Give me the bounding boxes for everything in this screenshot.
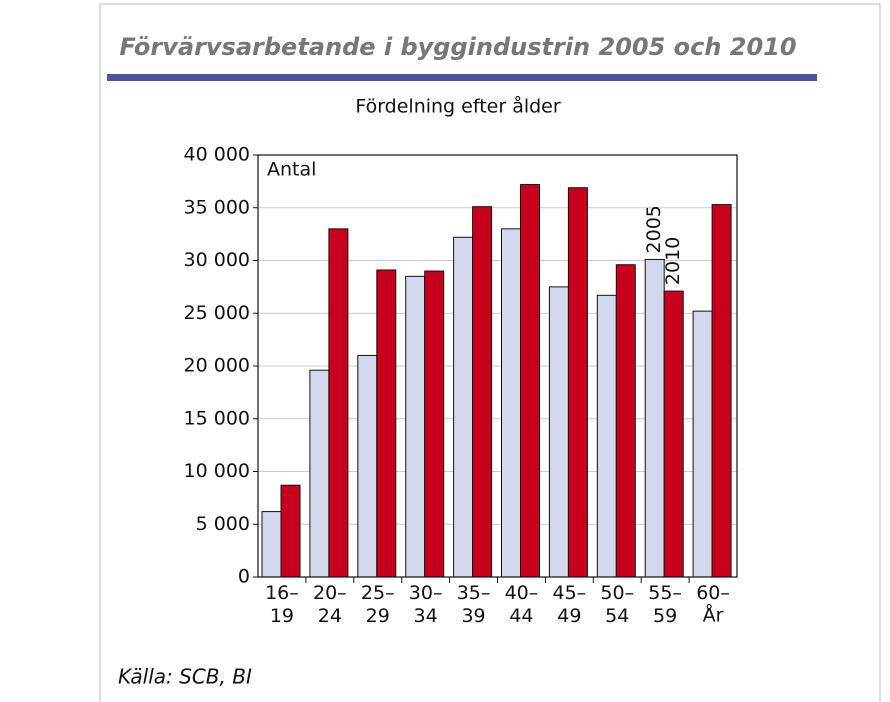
x-tick-label-line: 24 <box>318 605 342 627</box>
y-tick-label: 40 000 <box>184 144 250 166</box>
bar <box>376 269 397 578</box>
source: Källa: SCB, BI <box>118 665 252 689</box>
y-tick-label: 15 000 <box>184 407 250 429</box>
x-tick-label-line: 54 <box>605 605 629 627</box>
bar <box>501 228 521 578</box>
y-tick-label: 25 000 <box>184 302 250 324</box>
x-tick-label-line: 44 <box>509 605 533 627</box>
x-tick-label-line: 16– <box>265 582 299 604</box>
x-tick-label-line: 29 <box>366 605 390 627</box>
bar <box>548 286 569 578</box>
x-tick-label-line: 39 <box>461 605 485 627</box>
x-tick-label: 25– 29 <box>361 582 395 627</box>
x-tick-label-line: 49 <box>557 605 581 627</box>
bar <box>309 369 330 578</box>
bar <box>644 258 665 578</box>
x-tick-label-line: 20– <box>313 582 347 604</box>
bar <box>567 187 588 578</box>
y-tick-label: 35 000 <box>184 196 250 218</box>
bar <box>596 294 617 578</box>
bar <box>663 290 684 578</box>
bar <box>692 310 713 578</box>
bar <box>711 204 732 578</box>
x-tick-label-line: 19 <box>270 605 294 627</box>
legend-label: 2005 <box>643 205 665 253</box>
x-tick-label: 30– 34 <box>409 582 443 627</box>
frame <box>99 3 881 702</box>
x-tick-label: 55– 59 <box>648 582 682 627</box>
x-tick-label: 35– 39 <box>457 582 491 627</box>
plot-frame <box>257 154 738 578</box>
x-tick-label-line: 40– <box>505 582 539 604</box>
y-tick-label: 5 000 <box>196 513 250 535</box>
bar <box>261 511 282 578</box>
bar <box>280 484 301 578</box>
title-rule <box>107 74 817 81</box>
y-tick-label: 10 000 <box>184 460 250 482</box>
legend-label: 2010 <box>662 237 684 285</box>
chart-title: Förvärvsarbetande i byggindustrin 2005 o… <box>119 33 796 61</box>
bar <box>405 275 426 578</box>
x-tick-label-line: 59 <box>653 605 677 627</box>
x-tick-label: 40– 44 <box>505 582 539 627</box>
chart-subtitle: Fördelning efter ålder <box>355 95 561 118</box>
bar <box>424 270 445 578</box>
bar <box>453 236 474 578</box>
bar <box>520 184 540 578</box>
x-tick-label-line: 45– <box>553 582 587 604</box>
x-tick-label: 60– <box>696 582 730 604</box>
bar <box>357 354 378 578</box>
x-tick-label: 45– 49 <box>553 582 587 627</box>
bar <box>472 206 493 578</box>
x-axis-label: År <box>703 604 724 627</box>
x-tick-label: 50– 54 <box>600 582 634 627</box>
x-tick-label-line: 60– <box>696 582 730 604</box>
y-tick-label: 0 <box>238 566 250 588</box>
bar <box>615 264 636 578</box>
x-tick-label: 16– 19 <box>265 582 299 627</box>
x-tick-label-line: 30– <box>409 582 443 604</box>
x-tick-label-line: 50– <box>600 582 634 604</box>
y-tick-label: 30 000 <box>184 249 250 271</box>
x-tick-label-line: 25– <box>361 582 395 604</box>
y-axis-label: Antal <box>267 159 316 181</box>
x-tick-label: 20– 24 <box>313 582 347 627</box>
x-tick-label-line: 55– <box>648 582 682 604</box>
x-tick-label-line: 35– <box>457 582 491 604</box>
y-tick-label: 20 000 <box>184 355 250 377</box>
bar <box>328 228 349 578</box>
x-tick-label-line: 34 <box>414 605 438 627</box>
